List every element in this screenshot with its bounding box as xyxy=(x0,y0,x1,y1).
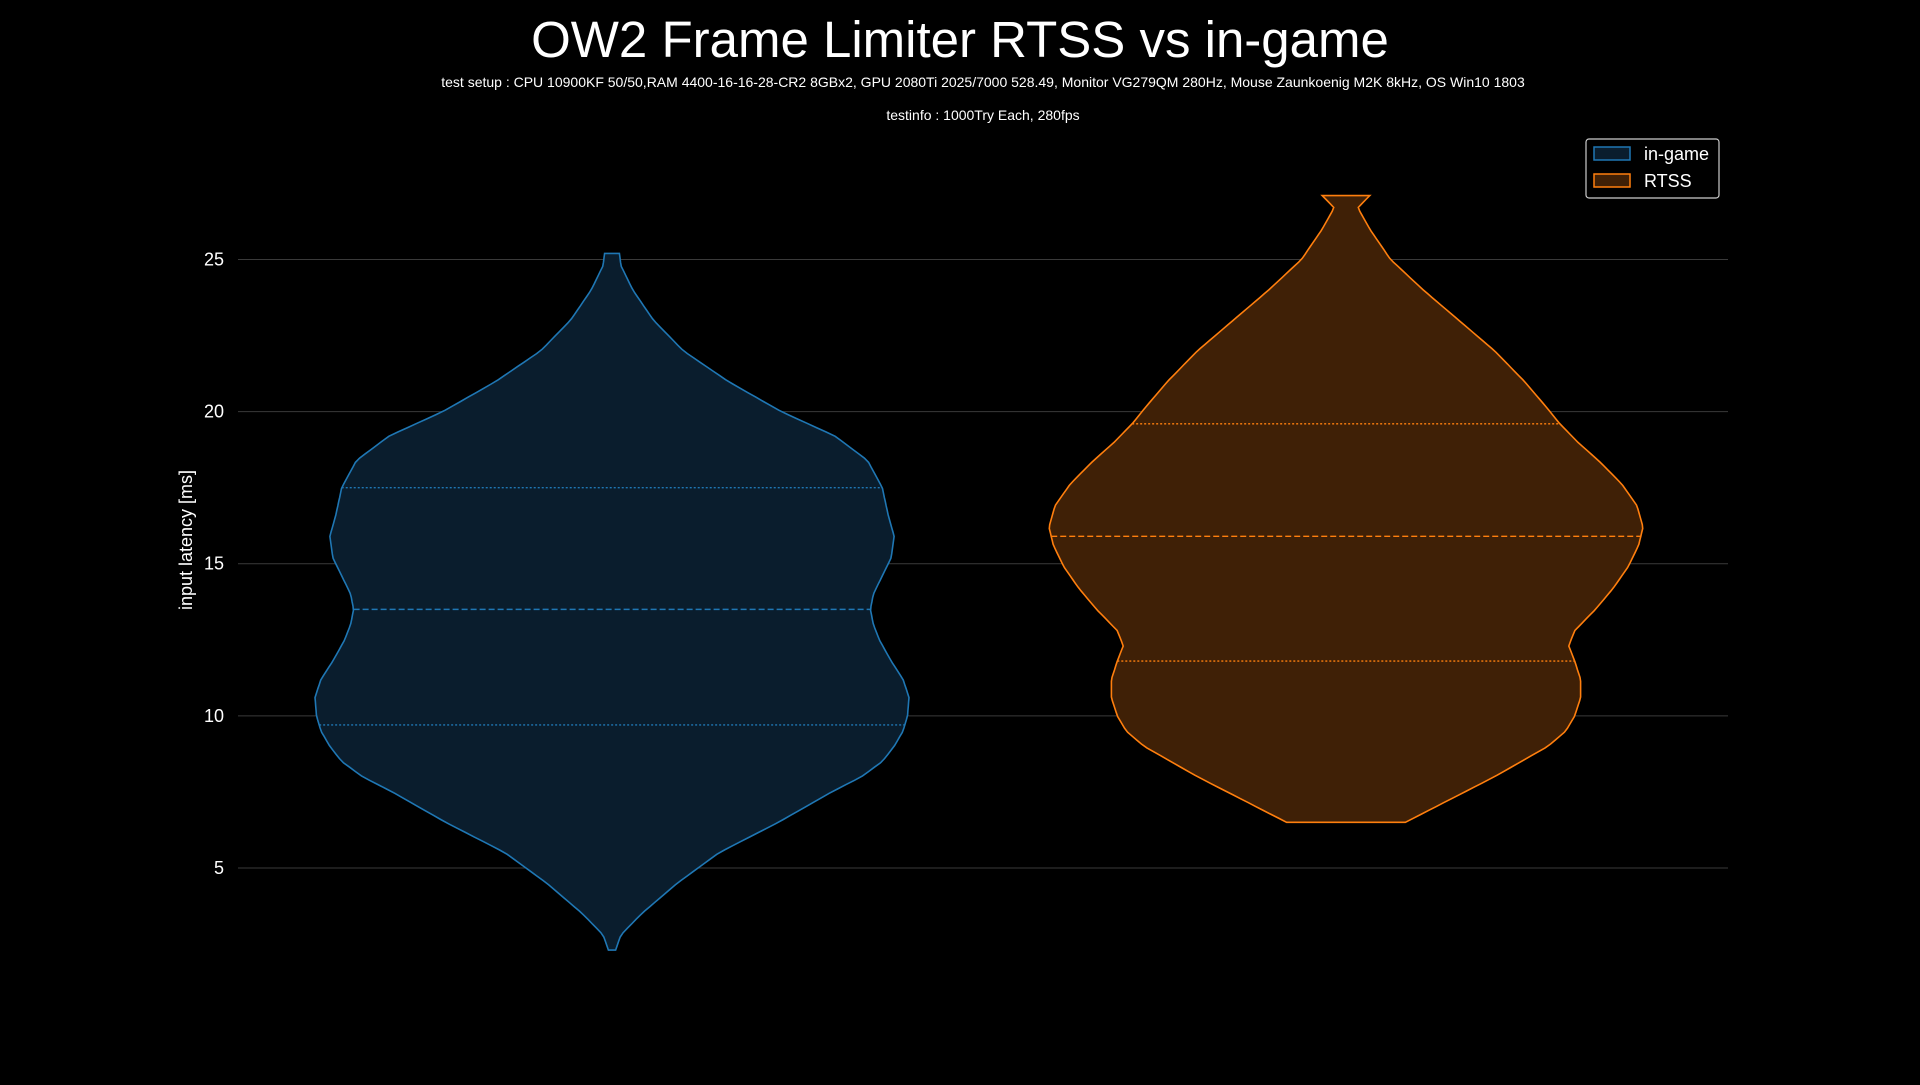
y-tick-label-15: 15 xyxy=(204,554,224,574)
y-tick-label-5: 5 xyxy=(214,858,224,878)
chart-title: OW2 Frame Limiter RTSS vs in-game xyxy=(531,11,1389,68)
y-tick-label-10: 10 xyxy=(204,706,224,726)
violin-layer xyxy=(314,194,1644,951)
y-tick-layer: 5 10 15 20 25 xyxy=(204,249,224,877)
y-tick-label-25: 25 xyxy=(204,249,224,269)
legend-swatch-rtss xyxy=(1593,173,1631,188)
legend-label-rtss: RTSS xyxy=(1644,171,1692,191)
legend-swatch-in-game xyxy=(1593,146,1631,161)
y-axis-label: input latency [ms] xyxy=(176,470,196,610)
legend-label-in-game: in-game xyxy=(1644,144,1709,164)
y-tick-label-20: 20 xyxy=(204,402,224,422)
violin-body-rtss xyxy=(1048,194,1644,824)
chart-subtitle-setup: test setup : CPU 10900KF 50/50,RAM 4400-… xyxy=(441,74,1525,90)
legend: in-game RTSS xyxy=(1585,138,1720,199)
chart-subtitle-info: testinfo : 1000Try Each, 280fps xyxy=(886,107,1079,123)
violin-body-in-game xyxy=(314,252,910,951)
